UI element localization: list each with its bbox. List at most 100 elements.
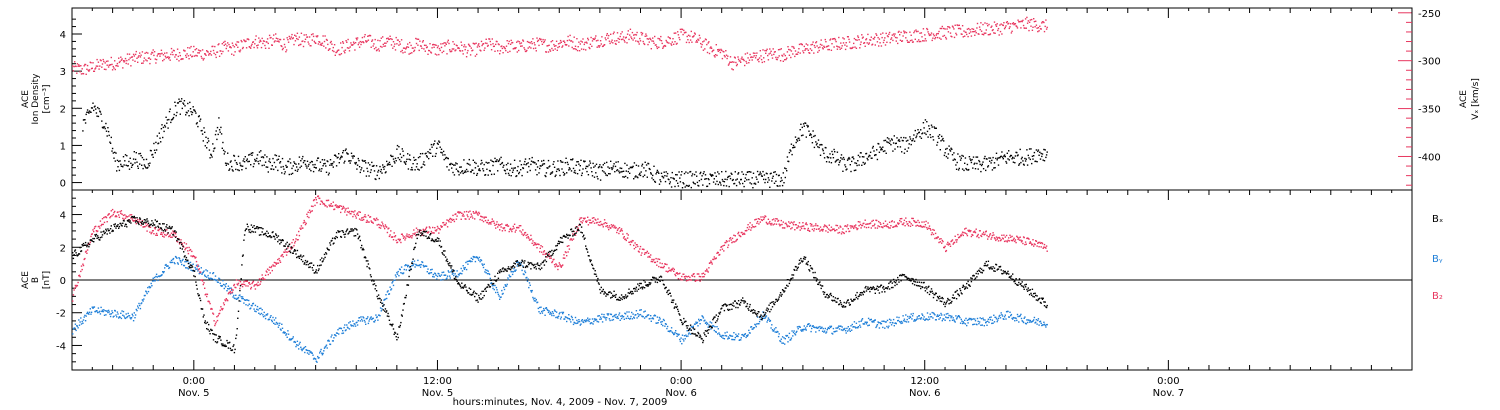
vx-point <box>78 65 81 67</box>
vx-point <box>680 31 682 33</box>
vx-point <box>363 41 365 44</box>
ion-density-point <box>775 173 778 176</box>
ion-density-point <box>273 168 275 171</box>
ion-density-point <box>138 153 140 155</box>
ion-density-point <box>831 150 833 153</box>
by-point <box>425 265 428 267</box>
ion-density-point <box>213 147 215 150</box>
bz-point <box>234 286 236 289</box>
vx-point <box>985 32 987 34</box>
vx-point <box>916 40 918 43</box>
vx-point <box>983 32 985 34</box>
ion-density-point <box>382 166 384 168</box>
ion-density-point <box>970 161 973 164</box>
bz-point <box>81 268 83 271</box>
ion-density-point <box>829 153 831 155</box>
ion-density-point <box>957 153 959 155</box>
by-point <box>700 319 703 321</box>
vx-point <box>609 42 611 45</box>
bz-point <box>108 213 110 215</box>
ion-density-point <box>109 141 111 143</box>
vx-point <box>608 34 610 37</box>
ion-density-point <box>94 105 96 107</box>
vx-point <box>491 38 493 40</box>
by-point <box>583 321 585 324</box>
vx-point <box>798 48 800 50</box>
ion-density-point <box>132 158 135 160</box>
vx-point <box>325 47 327 49</box>
bz-point <box>187 252 190 255</box>
ion-density-point <box>1030 148 1032 150</box>
vx-point <box>282 47 284 50</box>
vx-point <box>981 33 983 35</box>
ion-density-point <box>130 166 133 168</box>
vx-point <box>365 40 367 42</box>
by-point <box>292 336 294 338</box>
ion-density-point <box>394 157 397 160</box>
vx-point <box>910 34 912 36</box>
ion-density-point <box>997 164 1000 166</box>
by-point <box>499 298 501 300</box>
by-point <box>125 313 127 315</box>
vx-point <box>372 45 374 47</box>
by-point <box>680 337 682 339</box>
bz-point <box>92 229 94 231</box>
vx-point <box>789 49 791 51</box>
ion-density-point <box>862 161 864 164</box>
vx-point <box>763 61 766 63</box>
ion-density-point <box>488 162 490 164</box>
by-point <box>962 321 964 323</box>
ion-density-point <box>82 130 84 132</box>
by-point <box>162 271 164 273</box>
vx-point <box>634 33 636 36</box>
by-point <box>131 313 133 315</box>
ion-density-point <box>467 170 469 173</box>
ion-density-point <box>989 157 992 159</box>
by-point <box>212 272 214 275</box>
ion-density-point <box>434 155 437 157</box>
ion-density-point <box>310 160 313 163</box>
vx-point <box>421 41 424 43</box>
ion-density-point <box>1046 151 1048 153</box>
ion-density-point <box>536 166 539 168</box>
bz-point <box>294 242 296 244</box>
ion-density-point <box>759 171 761 173</box>
by-point <box>612 315 614 318</box>
ion-density-point <box>486 168 488 170</box>
vx-point <box>859 47 861 49</box>
ion-density-point <box>165 116 167 118</box>
by-point <box>928 318 931 320</box>
by-point <box>705 321 707 323</box>
ion-density-point <box>591 171 593 173</box>
vx-point <box>313 40 315 43</box>
by-point <box>1005 318 1007 320</box>
ion-density-point <box>119 160 121 162</box>
vx-point <box>939 27 941 30</box>
ion-density-point <box>511 171 514 173</box>
ion-density-point <box>799 129 801 131</box>
vx-point <box>635 40 637 42</box>
ion-density-point <box>459 166 461 168</box>
vx-point <box>305 34 307 36</box>
vx-point <box>176 48 179 50</box>
ion-density-point <box>830 157 832 159</box>
by-point <box>959 316 961 319</box>
vx-point <box>163 58 165 61</box>
ion-density-point <box>501 162 503 165</box>
vx-point <box>187 47 189 49</box>
ion-density-point <box>792 147 794 149</box>
by-point <box>513 268 515 270</box>
vx-point <box>1000 23 1002 25</box>
vx-point <box>835 40 837 43</box>
by-point <box>287 333 290 335</box>
by-point <box>328 340 330 342</box>
ion-density-point <box>218 129 221 131</box>
vx-point <box>812 41 814 43</box>
by-point <box>886 325 888 328</box>
by-point <box>800 330 803 332</box>
by-point <box>640 309 642 311</box>
vx-point <box>921 36 923 38</box>
vx-point <box>197 49 200 51</box>
by-point <box>906 318 908 321</box>
by-point <box>707 326 709 328</box>
